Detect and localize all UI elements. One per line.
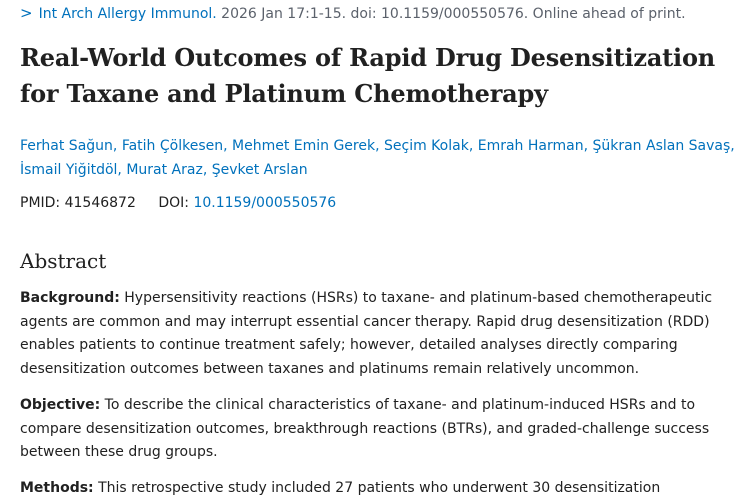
methods-label: Methods: [20, 480, 94, 496]
abstract-heading: Abstract [20, 249, 107, 273]
author-link[interactable]: Şevket Arslan [211, 162, 308, 178]
abstract-background: Background: Hypersensitivity reactions (… [20, 287, 735, 381]
article-title: Real-World Outcomes of Rapid Drug Desens… [20, 43, 716, 108]
author-link[interactable]: Şükran Aslan Savaş [592, 138, 731, 154]
doi-label: DOI: [158, 195, 189, 211]
methods-text: This retrospective study included 27 pat… [93, 480, 661, 496]
objective-text: To describe the clinical characteristics… [20, 397, 710, 460]
pmid-value: 41546872 [64, 195, 136, 211]
author-link[interactable]: Emrah Harman [477, 138, 584, 154]
journal-link[interactable]: Int Arch Allergy Immunol. [38, 6, 217, 22]
journal-citation: > Int Arch Allergy Immunol. 2026 Jan 17:1… [20, 3, 686, 24]
author-list: Ferhat Sağun, Fatih Çölkesen, Mehmet Emi… [20, 138, 735, 178]
author-link[interactable]: Ferhat Sağun [20, 138, 113, 154]
author-link[interactable]: İsmail Yiğitdöl [20, 162, 118, 178]
chevron-right-icon[interactable]: > [20, 4, 33, 22]
abstract-objective: Objective: To describe the clinical char… [20, 394, 735, 465]
author-link[interactable]: Murat Araz [126, 162, 203, 178]
author-link[interactable]: Seçim Kolak [384, 138, 469, 154]
article-identifiers: PMID: 41546872 DOI: 10.1159/000550576 [20, 193, 336, 213]
citation-details: 2026 Jan 17:1-15. doi: 10.1159/000550576… [216, 6, 686, 22]
doi-link[interactable]: 10.1159/000550576 [193, 195, 337, 211]
background-text: Hypersensitivity reactions (HSRs) to tax… [20, 290, 713, 377]
abstract-methods: Methods: This retrospective study includ… [20, 477, 735, 500]
author-link[interactable]: Fatih Çölkesen [121, 138, 224, 154]
background-label: Background: [20, 290, 120, 306]
author-link[interactable]: Mehmet Emin Gerek [232, 138, 376, 154]
objective-label: Objective: [20, 397, 101, 413]
pmid-label: PMID: [20, 195, 61, 211]
